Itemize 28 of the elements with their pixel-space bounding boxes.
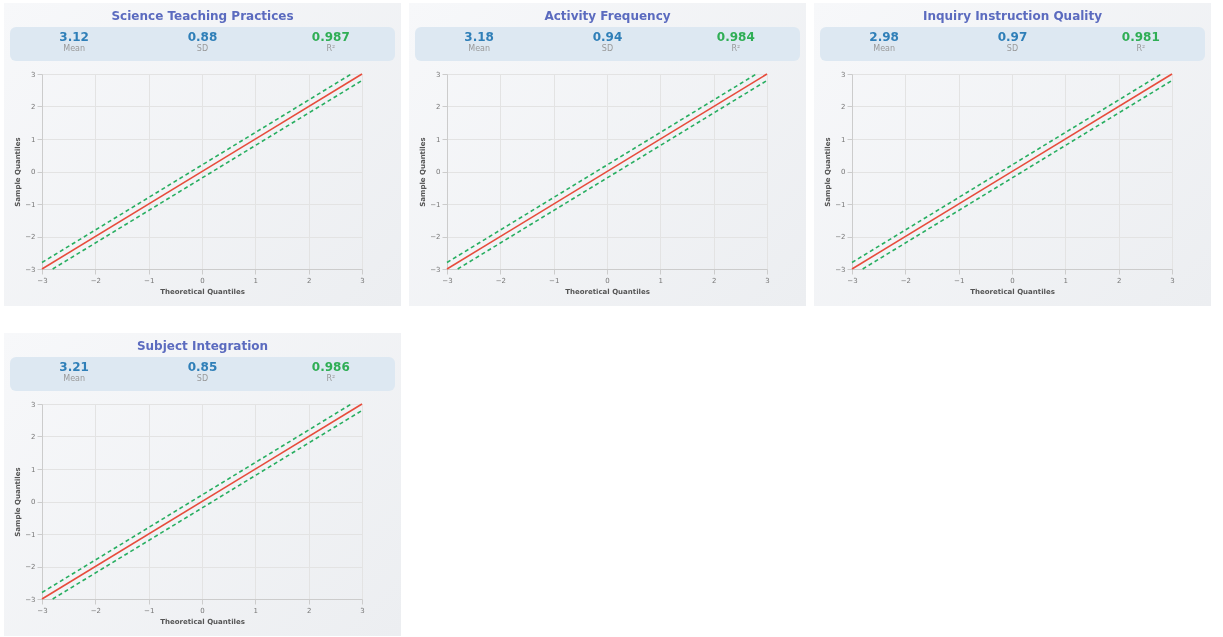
text: 0.981 <box>1120 30 1161 44</box>
text: 2.98 <box>868 30 900 44</box>
text: Mean <box>62 44 87 53</box>
text: SD <box>1005 44 1020 53</box>
chart-title: Subject Integration <box>135 338 270 355</box>
text: Mean <box>872 44 897 53</box>
text: 0.85 <box>186 360 219 374</box>
text: 0.97 <box>996 30 1029 44</box>
chart-title: Science Teaching Practices <box>110 8 295 25</box>
text: R² <box>730 44 742 53</box>
chart-title: Activity Frequency <box>543 8 672 25</box>
text: Mean <box>62 374 87 383</box>
text: 0.987 <box>310 30 351 44</box>
text: 3.21 <box>58 360 90 374</box>
text: 0.88 <box>186 30 219 44</box>
text: R² <box>325 374 337 383</box>
text: SD <box>195 44 210 53</box>
text: SD <box>600 44 615 53</box>
text: 3.12 <box>58 30 90 44</box>
text: 0.984 <box>715 30 756 44</box>
text: 0.986 <box>310 360 351 374</box>
text: 3.18 <box>463 30 495 44</box>
text: R² <box>325 44 337 53</box>
text: SD <box>195 374 210 383</box>
text: R² <box>1135 44 1147 53</box>
text: 0.94 <box>591 30 624 44</box>
chart-title: Inquiry Instruction Quality <box>921 8 1104 25</box>
text: Mean <box>467 44 492 53</box>
